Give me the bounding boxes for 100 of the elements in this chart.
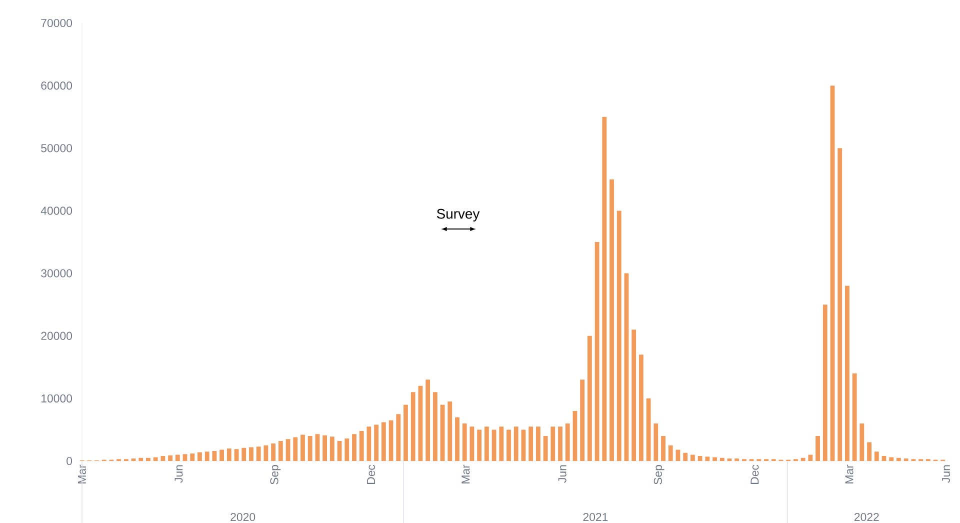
- y-tick-label: 40000: [40, 206, 72, 215]
- bar: [337, 440, 342, 461]
- bar: [587, 336, 592, 461]
- bar: [175, 454, 180, 461]
- x-tick-label: Mar: [78, 464, 86, 484]
- bar: [138, 458, 144, 461]
- bar: [418, 386, 423, 461]
- bar: [293, 437, 298, 461]
- bar: [521, 430, 526, 461]
- bar: [816, 436, 820, 461]
- bar: [278, 440, 283, 461]
- bar: [558, 426, 562, 461]
- bar: [874, 452, 879, 461]
- bar: [668, 445, 673, 461]
- bar: [904, 458, 908, 461]
- bar: [322, 435, 328, 461]
- bar: [550, 426, 556, 461]
- bar: [492, 430, 496, 461]
- bar: [646, 398, 651, 461]
- bar: [160, 456, 166, 461]
- bar: [632, 330, 636, 461]
- bar: [514, 426, 518, 461]
- y-tick-label: 60000: [41, 82, 72, 90]
- bar: [220, 450, 224, 461]
- bar: [404, 404, 408, 461]
- bar: [234, 449, 239, 461]
- bar: [381, 422, 386, 461]
- bar: [249, 447, 254, 461]
- bar: [330, 436, 334, 461]
- y-tick-label: 70000: [41, 18, 72, 28]
- x-tick-label: Jun: [558, 465, 566, 483]
- bar: [264, 445, 268, 461]
- x-tick-label: Dec: [367, 464, 376, 484]
- bar: [448, 402, 452, 461]
- bar: [654, 423, 658, 461]
- bar: [410, 392, 416, 461]
- bar: [256, 446, 261, 461]
- bar: [455, 417, 460, 461]
- bar: [882, 456, 886, 461]
- bar: [852, 373, 857, 461]
- bar: [315, 434, 320, 461]
- bar: [580, 380, 585, 461]
- bar: [308, 436, 312, 461]
- bar: [271, 443, 276, 461]
- x-tick-label: Mar: [845, 464, 854, 484]
- bar: [808, 454, 813, 461]
- x-tick-label: Mar: [462, 464, 470, 484]
- bar: [168, 455, 172, 461]
- bar: [727, 458, 732, 461]
- bar: [594, 242, 600, 461]
- bar: [638, 354, 644, 461]
- bar: [838, 148, 842, 461]
- bar: [146, 458, 150, 461]
- bar: [388, 420, 394, 461]
- bar: [889, 457, 894, 461]
- bar: [565, 423, 570, 461]
- bar: [462, 423, 467, 461]
- bar: [359, 430, 364, 461]
- bar: [734, 458, 740, 461]
- bar: [896, 458, 901, 461]
- y-tick-label: 30000: [41, 269, 72, 278]
- text: 2022: [854, 512, 879, 522]
- y-tick-label: 20000: [41, 332, 72, 340]
- bar: [698, 456, 702, 461]
- bar: [690, 454, 695, 461]
- bar: [300, 434, 305, 461]
- bar: [131, 458, 136, 461]
- bar: [182, 454, 188, 461]
- bar: [432, 392, 438, 461]
- bar: [440, 404, 445, 461]
- bar: [624, 273, 629, 461]
- bar: [286, 439, 290, 461]
- bar: [683, 452, 688, 461]
- x-tick-label: Sep: [270, 465, 281, 484]
- bar: [374, 424, 379, 461]
- bar: [536, 426, 540, 461]
- bar: [204, 452, 210, 461]
- bar: [712, 457, 717, 461]
- text: 2020: [230, 512, 256, 522]
- x-tick-label: Sep: [654, 465, 664, 484]
- bar: [610, 179, 614, 461]
- bar: [528, 426, 534, 461]
- y-tick-label: 50000: [41, 144, 72, 152]
- bar: [226, 448, 232, 461]
- annotation: Survey: [436, 208, 480, 222]
- bar: [616, 210, 622, 461]
- bar: [190, 453, 195, 461]
- bar: [661, 436, 666, 461]
- bar: [426, 380, 430, 461]
- bar: [543, 436, 548, 461]
- bar: [602, 116, 607, 461]
- bar: [499, 426, 504, 461]
- bar: [860, 423, 864, 461]
- bar: [676, 450, 680, 461]
- bar: [506, 430, 511, 461]
- bar: [705, 456, 710, 461]
- bar: [845, 286, 850, 461]
- y-tick-label: 0: [66, 456, 72, 466]
- bar: [830, 86, 835, 461]
- bar: [212, 450, 217, 461]
